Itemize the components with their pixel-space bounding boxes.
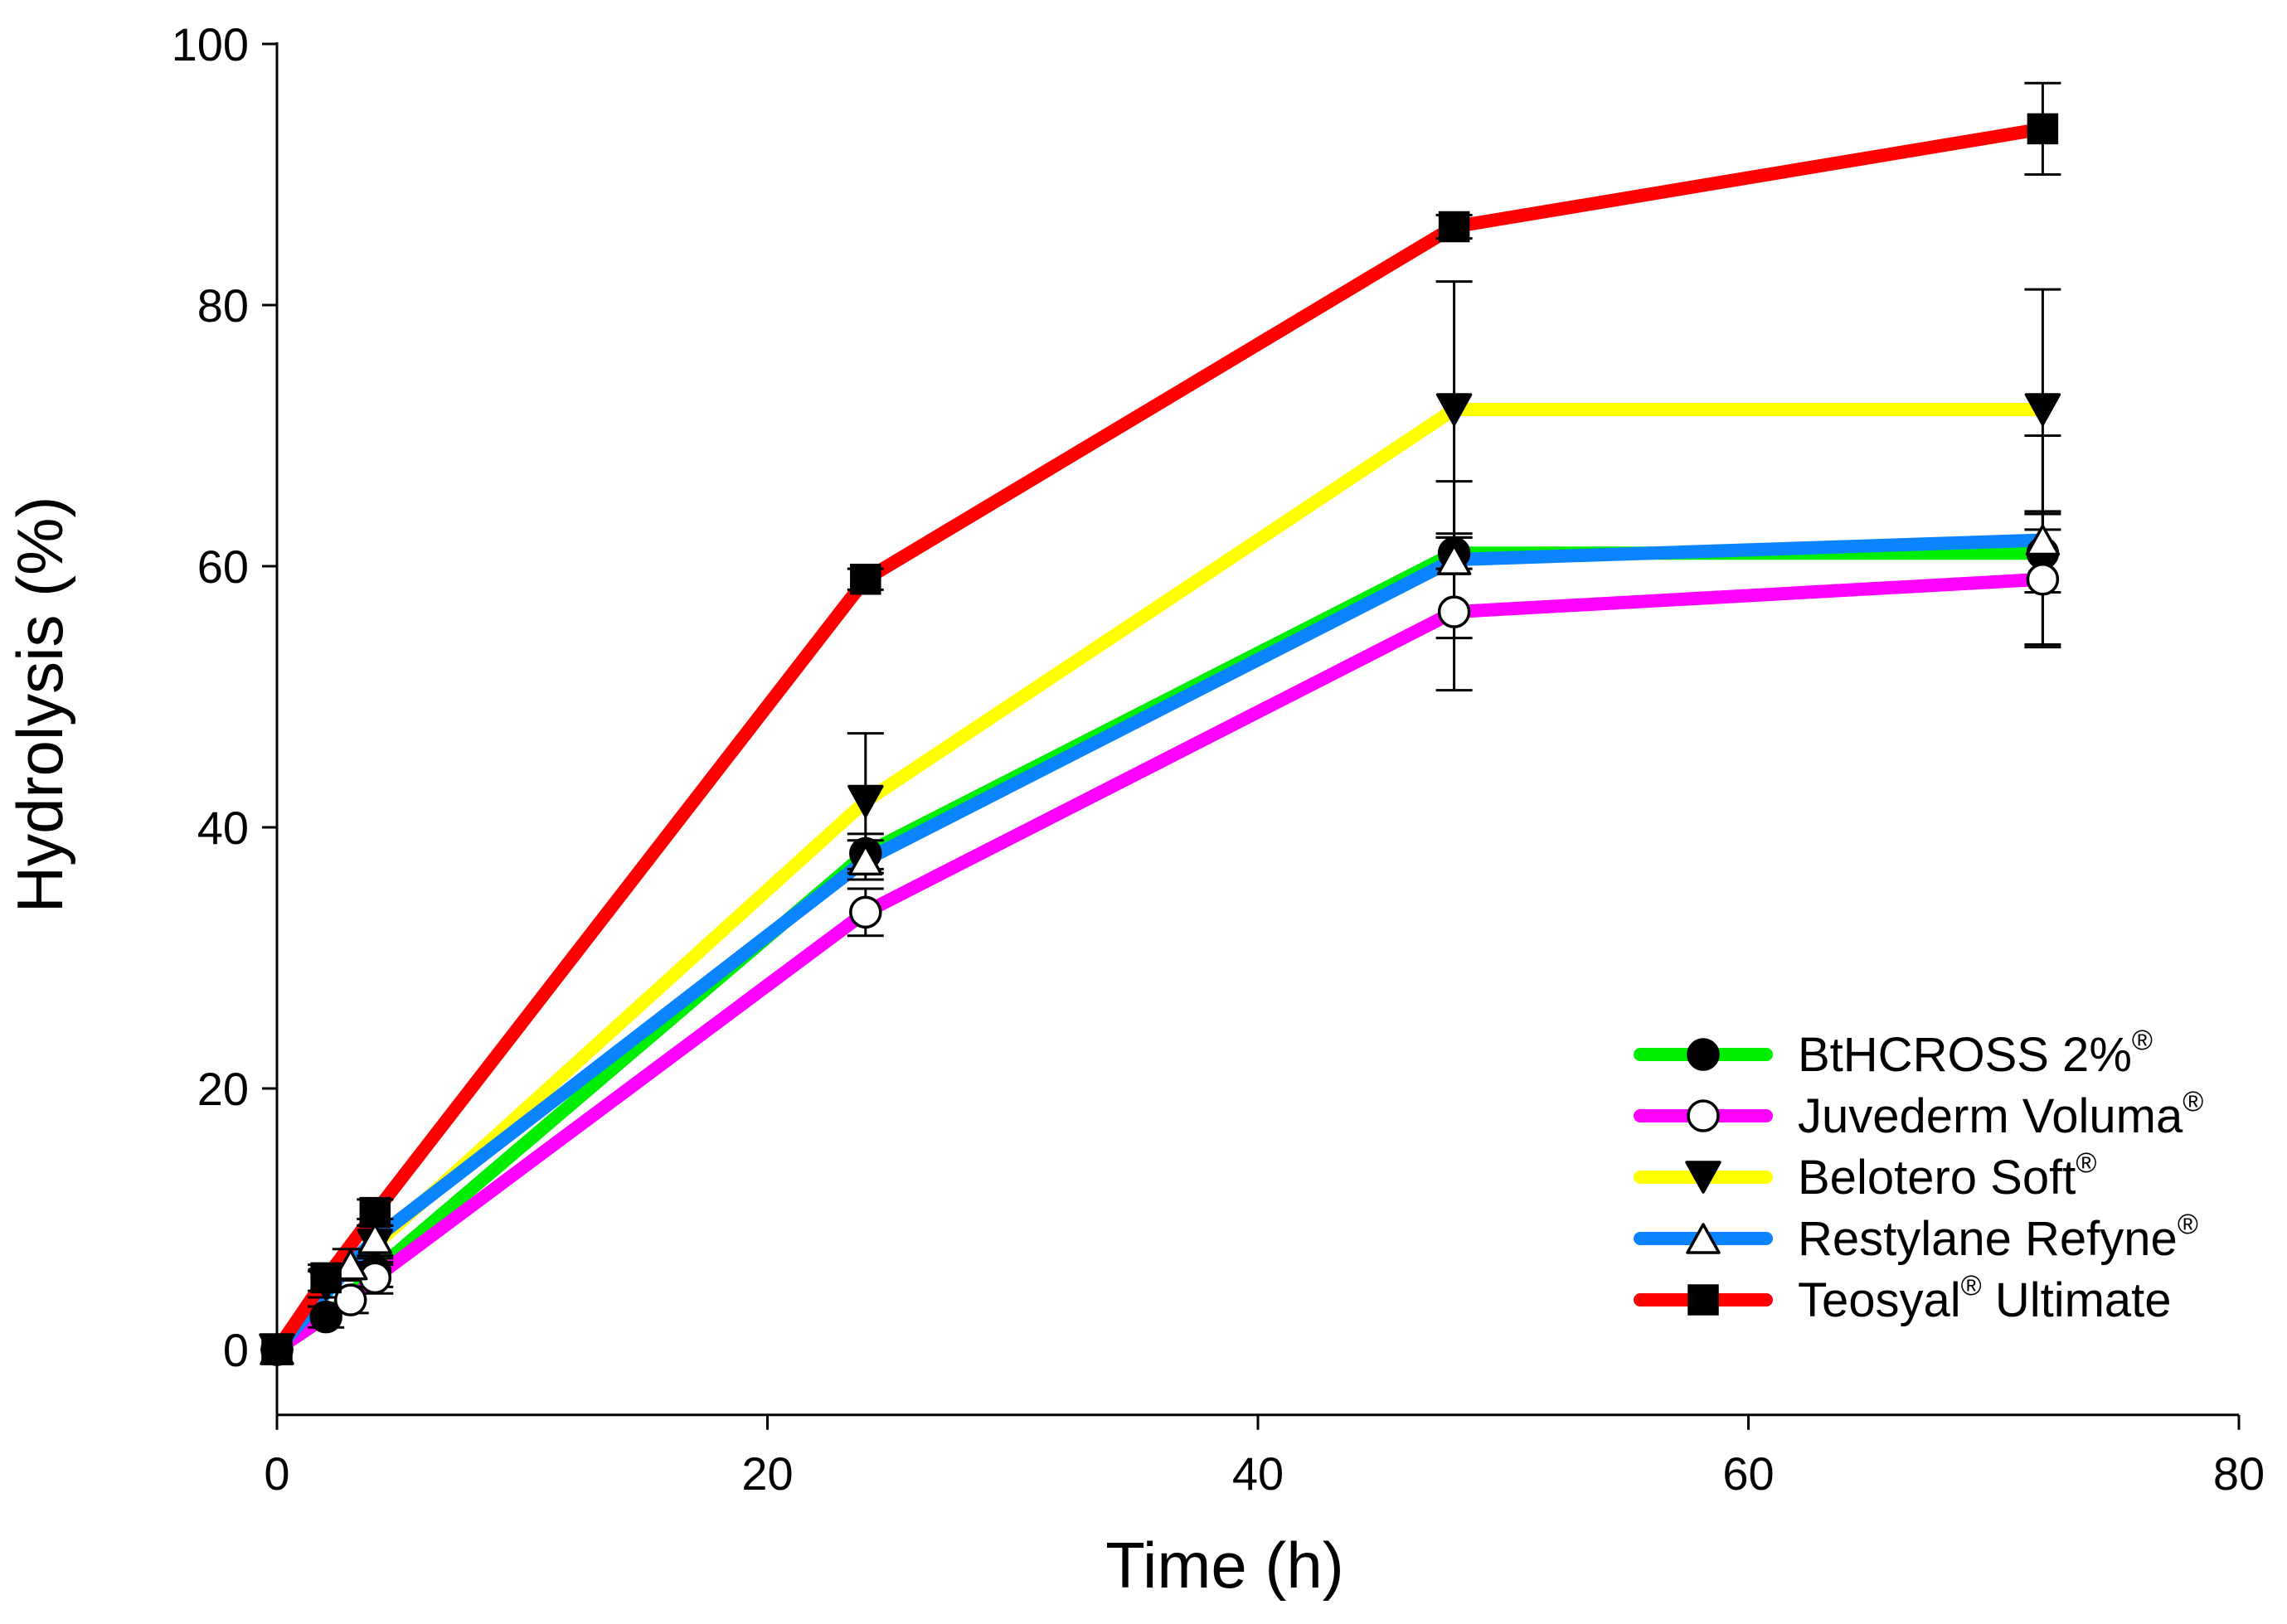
- data-point-4: [1438, 211, 1470, 243]
- legend-label-1: Juvederm Voluma®: [1798, 1086, 2203, 1143]
- data-point-2: [2024, 393, 2061, 426]
- x-tick-label: 40: [1232, 1447, 1284, 1500]
- series-markers: [259, 113, 2061, 1366]
- legend-label-2: Belotero Soft®: [1798, 1147, 2096, 1205]
- data-point-4: [2027, 113, 2059, 145]
- axes: 0 20 40 60 80 100 0 20 40 60 80 Time (h) Hydrolysis …: [3, 18, 2265, 1602]
- data-point-4: [359, 1196, 391, 1229]
- series-lines: [270, 122, 2050, 1356]
- legend-marker-4: [1687, 1284, 1719, 1316]
- y-tick-label: 60: [197, 541, 249, 593]
- data-point-3: [848, 844, 883, 876]
- legend-label-3: Restylane Refyne®: [1798, 1209, 2198, 1266]
- data-point-1: [1437, 595, 1471, 628]
- data-point-0: [309, 1300, 342, 1334]
- data-point-3: [1436, 544, 1472, 575]
- x-tick-label: 60: [1722, 1447, 1774, 1500]
- data-point-1: [2026, 563, 2060, 596]
- legend-marker-2: [1685, 1161, 1721, 1194]
- legend-label-4: Teosyal® Ultimate: [1798, 1270, 2172, 1327]
- y-tick-label: 20: [197, 1063, 249, 1115]
- x-tick-label: 80: [2213, 1447, 2265, 1500]
- x-tick-label: 0: [264, 1447, 289, 1500]
- y-tick-label: 100: [172, 18, 249, 70]
- data-point-4: [310, 1262, 342, 1294]
- series-line-3: [270, 533, 2050, 1356]
- legend-label-0: BtHCROSS 2%®: [1798, 1025, 2153, 1082]
- y-tick-label: 80: [197, 279, 249, 332]
- data-point-4: [850, 564, 881, 595]
- series-line-0: [270, 546, 2050, 1356]
- data-point-2: [1435, 393, 1473, 426]
- data-point-3: [357, 1223, 393, 1254]
- legend-marker-1: [1687, 1099, 1720, 1132]
- x-tick-label: 20: [741, 1447, 793, 1500]
- data-point-3: [2025, 524, 2061, 556]
- y-tick-label: 40: [197, 802, 249, 854]
- y-axis-title: Hydrolysis (%): [3, 497, 76, 914]
- data-point-1: [333, 1283, 367, 1316]
- data-point-3: [333, 1248, 368, 1281]
- legend-marker-3: [1686, 1223, 1721, 1254]
- data-point-2: [847, 784, 884, 818]
- series-line-1: [270, 572, 2050, 1356]
- data-point-1: [849, 895, 882, 929]
- legend: BtHCROSS 2%®Juvederm Voluma®Belotero Sof…: [1634, 1025, 2203, 1327]
- y-tick-label: 0: [223, 1324, 249, 1376]
- series-line-4: [270, 122, 2050, 1356]
- x-axis-title: Time (h): [1105, 1529, 1343, 1602]
- legend-marker-0: [1687, 1038, 1720, 1071]
